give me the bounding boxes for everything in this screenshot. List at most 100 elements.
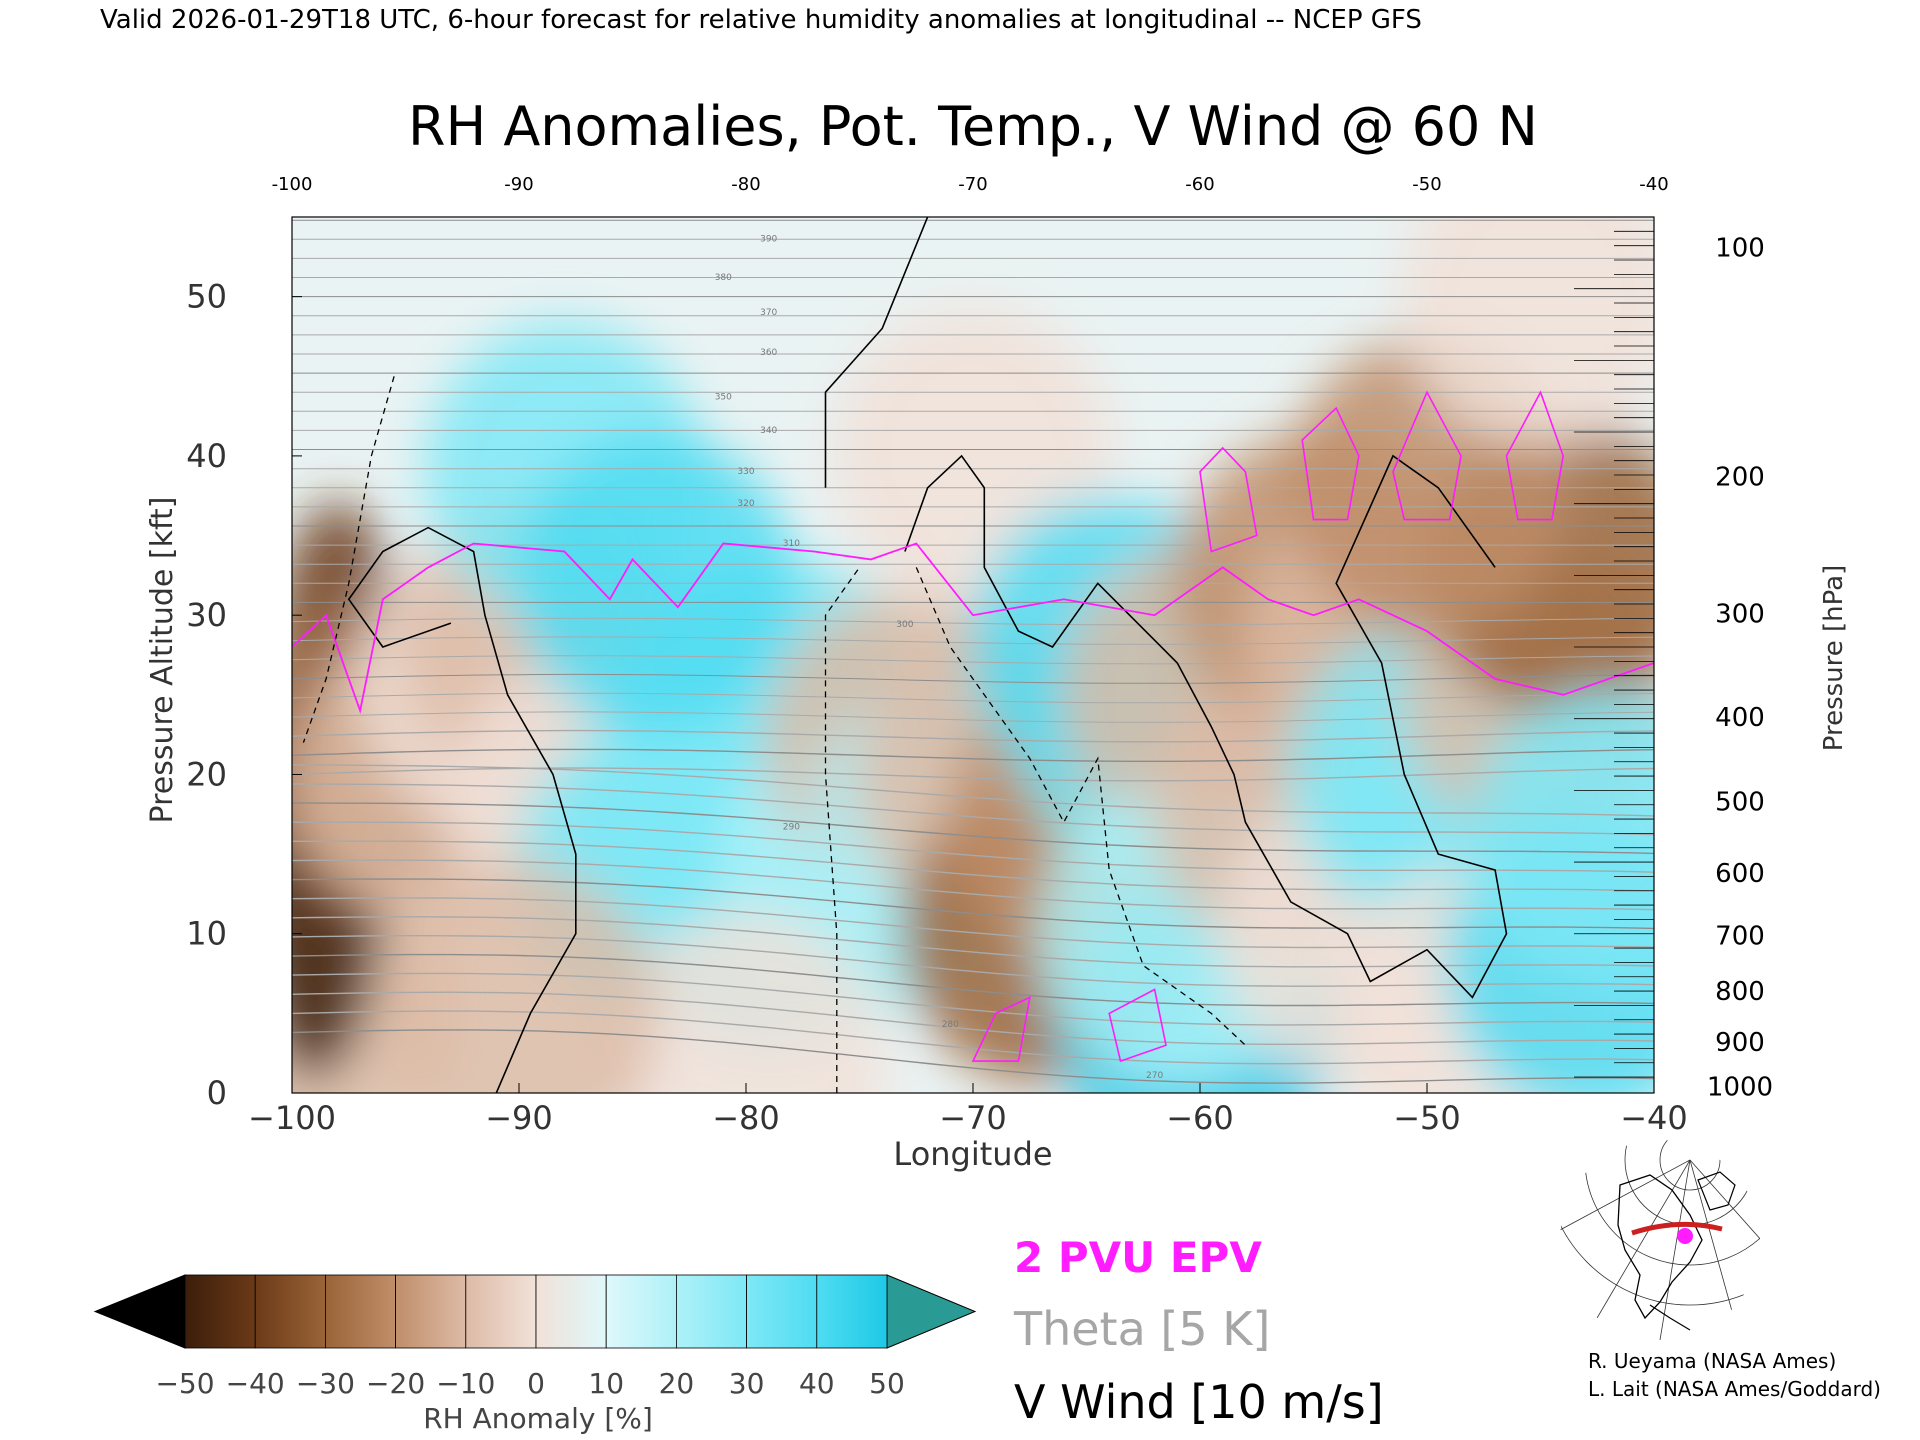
- v-wind-solid-2: [824, 217, 929, 488]
- colorbar-tick-8: 30: [729, 1367, 765, 1400]
- rh-cell-39: [1400, 217, 1654, 447]
- theta-line-21: [292, 655, 1654, 665]
- legend-theta: Theta [5 K]: [1013, 1302, 1270, 1356]
- v-wind-solid-0: [347, 526, 577, 1093]
- epv-loop-5: [1108, 988, 1167, 1063]
- y-axis-label-right: Pressure [hPa]: [1819, 565, 1849, 752]
- x-tick-label-2: −80: [712, 1099, 780, 1137]
- theta-line-5: [292, 935, 1654, 987]
- pressure-tick-label-6: 700: [1715, 921, 1765, 951]
- theta-line-6: [292, 916, 1654, 968]
- theta-label-6: 330: [737, 467, 754, 477]
- x-tick-label-1: −90: [485, 1099, 553, 1137]
- x-tick-label-5: −50: [1393, 1099, 1461, 1137]
- pressure-tick-label-7: 800: [1715, 977, 1765, 1007]
- theta-line-19: [292, 692, 1654, 704]
- theta-line-11: [292, 821, 1654, 873]
- valid-line: Valid 2026-01-29T18 UTC, 6-hour forecast…: [100, 5, 1422, 35]
- colorbar-segment-8: [746, 1274, 818, 1349]
- v-wind-dashed-0: [302, 376, 395, 743]
- x-top-tick-label-4: -60: [1185, 174, 1214, 195]
- colorbar-tick-5: 0: [527, 1367, 545, 1400]
- colorbar-segment-7: [676, 1274, 748, 1349]
- y-tick-label-0: 0: [207, 1074, 227, 1112]
- theta-label-3: 300: [896, 620, 913, 630]
- pressure-tick-label-5: 600: [1715, 859, 1765, 889]
- legend-epv: 2 PVU EPV: [1014, 1233, 1262, 1282]
- chart-title: RH Anomalies, Pot. Temp., V Wind @ 60 N: [408, 95, 1538, 158]
- colorbar-tick-1: −40: [226, 1367, 285, 1400]
- legend-v-wind: V Wind [10 m/s]: [1014, 1375, 1384, 1429]
- colorbar-tick-10: 50: [869, 1367, 905, 1400]
- x-top-tick-label-1: -90: [504, 174, 533, 195]
- colorbar-under-arrow: [93, 1274, 186, 1349]
- x-tick-label-0: −100: [248, 1099, 336, 1137]
- polar-stereographic-locator-map-icon: [1560, 1140, 1760, 1340]
- theta-line-7: [292, 897, 1654, 949]
- theta-label-4: 310: [783, 539, 800, 549]
- y-tick-label-5: 50: [186, 278, 227, 316]
- theta-label-7: 340: [760, 426, 777, 436]
- x-axis-label: Longitude: [893, 1135, 1052, 1173]
- rh-cell-37: [1468, 688, 1654, 989]
- pressure-tick-label-4: 500: [1715, 788, 1765, 818]
- v-wind-contours: [302, 217, 1508, 1093]
- theta-line-12: [292, 802, 1654, 855]
- x-top-tick-label-3: -70: [958, 174, 987, 195]
- y-axis-kft: 0 10 20 30 40 50: [186, 278, 302, 1112]
- colorbar-tick-7: 20: [659, 1367, 695, 1400]
- epv-loop-1: [1301, 406, 1360, 521]
- colorbar: [93, 1274, 977, 1349]
- epv-2pvu-line: [292, 542, 1654, 715]
- theta-label-11: 380: [715, 273, 732, 283]
- colorbar-tick-labels: −50 −40 −30 −20 −10 0 10 20 30 40 50: [155, 1367, 904, 1400]
- rh-anomaly-blobs: [292, 217, 1654, 1093]
- y-axis-label-left: Pressure Altitude [kft]: [145, 497, 180, 824]
- theta-line-15: [292, 767, 1654, 782]
- colorbar-segment-5: [535, 1274, 607, 1349]
- theta-line-18: [292, 711, 1654, 723]
- y-tick-label-2: 20: [186, 755, 227, 793]
- theta-label-5: 320: [737, 499, 754, 509]
- x-top-tick-label-0: -100: [272, 174, 313, 195]
- colorbar-tick-6: 10: [588, 1367, 624, 1400]
- pressure-tick-label-9: 1000: [1707, 1073, 1773, 1103]
- colorbar-tick-0: −50: [155, 1367, 214, 1400]
- x-top-tick-label-5: -50: [1412, 174, 1441, 195]
- theta-line-2: [292, 991, 1654, 1045]
- colorbar-tick-4: −10: [436, 1367, 495, 1400]
- theta-label-0: 270: [1146, 1071, 1163, 1081]
- theta-line-1: [292, 1010, 1654, 1065]
- x-top-tick-label-6: -40: [1639, 174, 1668, 195]
- theta-line-4: [292, 953, 1654, 1007]
- theta-label-9: 360: [760, 348, 777, 358]
- epv-loop-0: [1199, 446, 1258, 553]
- colorbar-segment-3: [395, 1274, 467, 1349]
- v-wind-dashed-1: [824, 567, 861, 1093]
- theta-line-9: [292, 859, 1654, 911]
- colorbar-tick-2: −30: [296, 1367, 355, 1400]
- theta-label-8: 350: [715, 392, 732, 402]
- colorbar-segment-6: [605, 1274, 677, 1349]
- v-wind-solid-1: [904, 454, 1508, 999]
- theta-label-12: 390: [760, 235, 777, 245]
- pressure-tick-label-3: 400: [1715, 703, 1765, 733]
- colorbar-label: RH Anomaly [%]: [423, 1402, 653, 1435]
- epv-2pvu-contour: [292, 390, 1654, 1063]
- theta-line-20: [292, 673, 1654, 684]
- colorbar-over-arrow: [886, 1274, 977, 1349]
- theta-label-13: 400: [783, 198, 800, 208]
- theta-label-2: 290: [783, 822, 800, 832]
- credit-line-1: R. Ueyama (NASA Ames): [1588, 1349, 1836, 1373]
- v-wind-dashed-2: [915, 567, 1246, 1046]
- pressure-tick-label-2: 300: [1715, 600, 1765, 630]
- colorbar-segment-1: [254, 1274, 326, 1349]
- y-axis-pressure: 100 200 300 400 500 600 700 800 900 1000: [1574, 230, 1773, 1103]
- colorbar-tick-3: −20: [366, 1367, 425, 1400]
- pressure-tick-label-0: 100: [1715, 233, 1765, 263]
- theta-line-16: [292, 748, 1654, 762]
- theta-line-10: [292, 840, 1654, 892]
- y-tick-label-3: 30: [186, 596, 227, 634]
- epv-loop-3: [1505, 390, 1565, 521]
